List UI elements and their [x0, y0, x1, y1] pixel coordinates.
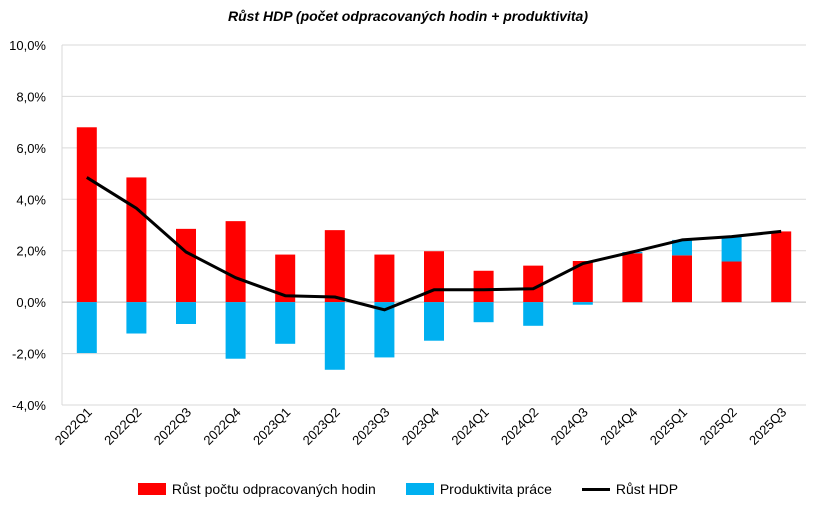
bar-hours [721, 261, 742, 303]
bar-productivity [523, 302, 544, 326]
legend-label-hours: Růst počtu odpracovaných hodin [171, 481, 376, 497]
bar-productivity [76, 302, 97, 354]
bar-hours [622, 253, 643, 303]
x-tick-label: 2024Q4 [597, 405, 640, 448]
legend-label-productivity: Produktivita práce [439, 481, 552, 497]
bar-productivity [424, 302, 444, 341]
plot-area: -4,0% -2,0% 0,0% 2,0% 4,0% 6,0% 8,0% 10,0% 2022Q… [9, 38, 806, 448]
chart-title: Růst HDP (počet odpracovaných hodin + pr… [227, 8, 588, 24]
y-tick-label: -2,0% [12, 347, 46, 362]
legend-label-gdp: Růst HDP [615, 481, 679, 497]
bar-productivity [672, 239, 692, 256]
bar-hours [672, 255, 692, 303]
x-tick-label: 2024Q3 [548, 405, 591, 448]
bar-productivity [126, 302, 147, 334]
bar-hours [771, 231, 792, 303]
bar-hours [76, 127, 97, 303]
bar-hours [374, 254, 395, 303]
bar-productivity [572, 302, 593, 305]
y-tick-label: 10,0% [9, 38, 46, 53]
legend-item-hours: Růst počtu odpracovaných hodin [137, 481, 376, 497]
y-tick-label: 0,0% [16, 295, 46, 310]
x-tick-label: 2025Q2 [696, 405, 739, 448]
legend-swatch-gdp [581, 487, 610, 491]
x-tick-label: 2023Q4 [399, 405, 442, 448]
x-tick-label: 2022Q2 [101, 405, 144, 448]
bar-productivity [275, 302, 296, 344]
x-tick-label: 2024Q1 [448, 405, 491, 448]
legend-swatch-hours [137, 483, 166, 495]
bar-hours [324, 230, 345, 303]
x-tick-label: 2022Q3 [151, 405, 194, 448]
y-tick-label: 4,0% [16, 192, 46, 207]
legend-item-gdp: Růst HDP [581, 481, 679, 497]
bar-hours [572, 261, 593, 303]
y-tick-label: 2,0% [16, 244, 46, 259]
bar-productivity [225, 302, 246, 359]
bar-hours [225, 221, 246, 303]
bar-hours [126, 177, 147, 303]
bar-productivity [176, 302, 196, 324]
bar-hours [176, 228, 196, 303]
bar-hours [275, 254, 296, 303]
bar-productivity [473, 302, 494, 323]
bar-hours [523, 265, 544, 303]
gdp-line [86, 176, 782, 312]
bar-productivity [374, 302, 395, 358]
bar-productivity [721, 236, 742, 262]
legend-item-productivity: Produktivita práce [405, 481, 552, 497]
y-tick-label: -4,0% [12, 398, 46, 413]
x-tick-label: 2022Q1 [52, 405, 95, 448]
x-tick-label: 2022Q4 [200, 405, 243, 448]
legend-swatch-productivity [405, 483, 434, 495]
x-tick-label: 2025Q1 [647, 405, 690, 448]
x-tick-label: 2025Q3 [746, 405, 789, 448]
legend: Růst počtu odpracovaných hodin Produktiv… [0, 481, 816, 497]
y-tick-label: 6,0% [16, 141, 46, 156]
x-tick-label: 2023Q1 [250, 405, 293, 448]
bar-hours [424, 251, 444, 303]
y-tick-label: 8,0% [16, 89, 46, 104]
x-tick-label: 2024Q2 [498, 405, 541, 448]
bar-productivity [324, 302, 345, 370]
x-tick-label: 2023Q2 [300, 405, 343, 448]
bar-hours [473, 270, 494, 303]
x-tick-label: 2023Q3 [349, 405, 392, 448]
